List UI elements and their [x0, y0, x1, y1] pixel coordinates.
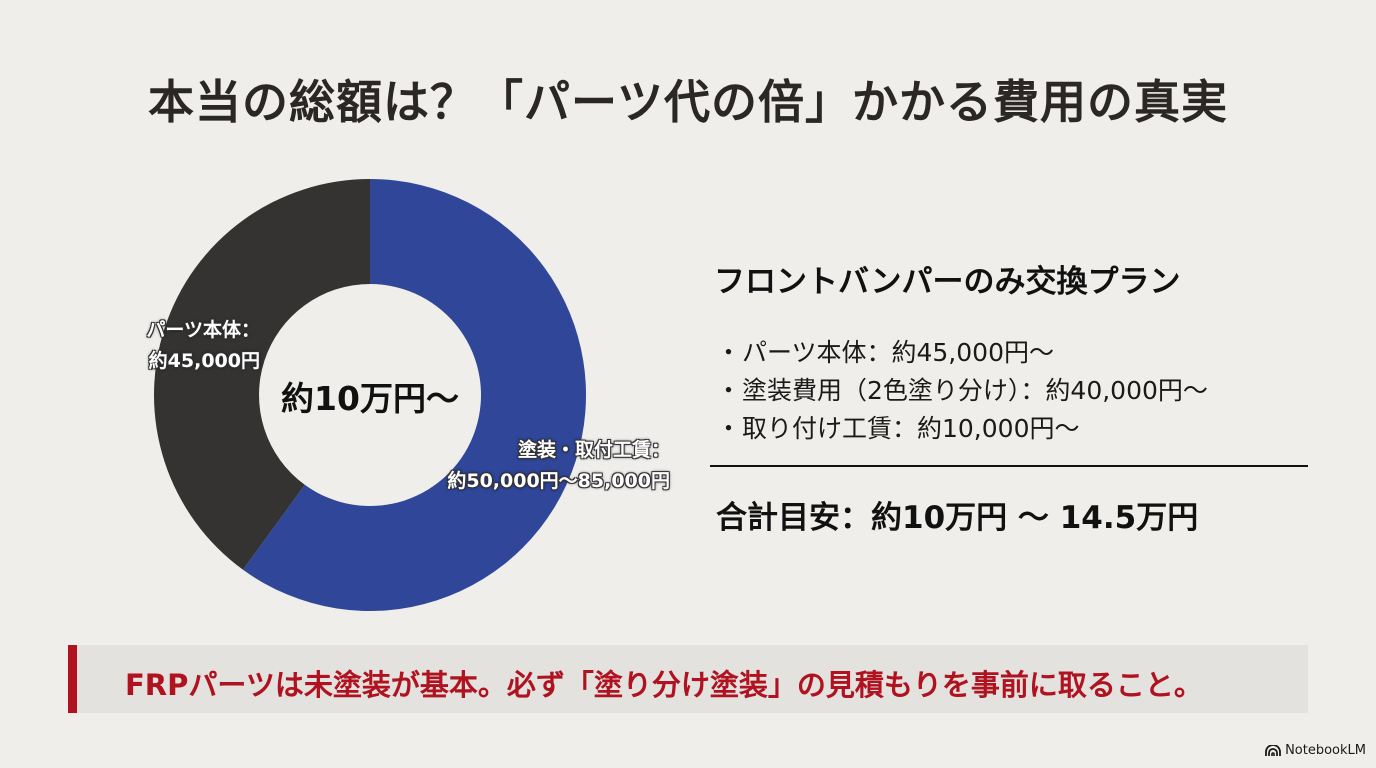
brand-watermark: NotebookLM — [1265, 743, 1366, 758]
bullet-icon: ・ — [716, 338, 742, 367]
plan-item-painting: ・塗装費用（2色塗り分け）：約40,000円〜 — [716, 372, 1208, 410]
donut-center-total: 約10万円〜 — [281, 379, 459, 418]
segment-label-parts-name: パーツ本体： — [146, 319, 260, 341]
segment-label-parts-value: 約45,000円 — [148, 350, 260, 372]
plan-item-parts: ・パーツ本体：約45,000円〜 — [716, 334, 1208, 372]
plan-cost-list: ・パーツ本体：約45,000円〜 ・塗装費用（2色塗り分け）：約40,000円〜… — [716, 334, 1208, 448]
segment-label-paint-install: 塗装・取付工賃： 約50,000円〜85,000円 — [420, 435, 670, 497]
plan-total-estimate: 合計目安：約10万円 〜 14.5万円 — [716, 500, 1199, 536]
donut-segment-0 — [243, 179, 586, 611]
segment-label-paint-value: 約50,000円〜85,000円 — [447, 470, 670, 492]
plan-title: フロントバンパーのみ交換プラン — [714, 264, 1181, 300]
bullet-icon: ・ — [716, 376, 742, 405]
brand-label: NotebookLM — [1285, 743, 1366, 758]
cost-donut-chart — [154, 179, 586, 611]
divider-line — [710, 465, 1308, 467]
bullet-icon: ・ — [716, 414, 742, 443]
donut-segment-1 — [154, 179, 370, 570]
segment-label-paint-name: 塗装・取付工賃： — [517, 439, 670, 461]
plan-item-installation: ・取り付け工賃：約10,000円〜 — [716, 410, 1208, 448]
warning-callout: FRPパーツは未塗装が基本。必ず「塗り分け塗装」の見積もりを事前に取ること。 — [68, 645, 1308, 713]
segment-label-parts: パーツ本体： 約45,000円 — [120, 315, 260, 377]
slide-title: 本当の総額は？「パーツ代の倍」かかる費用の真実 — [147, 75, 1229, 129]
donut-svg — [154, 179, 586, 611]
warning-callout-text: FRPパーツは未塗装が基本。必ず「塗り分け塗装」の見積もりを事前に取ること。 — [125, 668, 1203, 702]
notebooklm-logo-icon — [1265, 744, 1281, 756]
